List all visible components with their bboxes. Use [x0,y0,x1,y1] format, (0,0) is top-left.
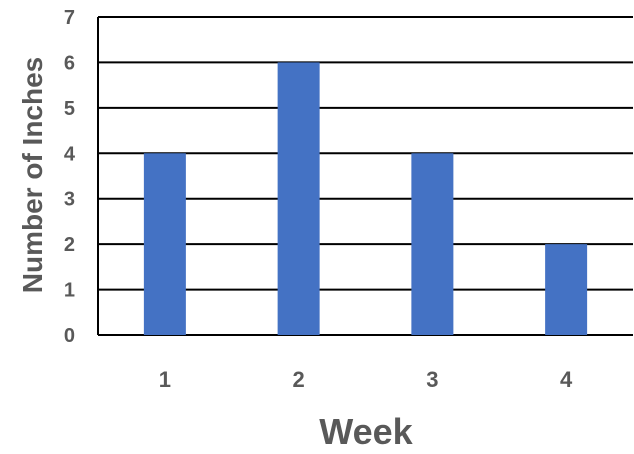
x-tick-label: 4 [560,367,573,392]
bar-week-1 [143,153,186,335]
gridlines [97,16,633,336]
y-tick-label: 7 [64,7,75,29]
y-tick-label: 0 [64,325,75,347]
x-tick-label: 2 [293,367,305,392]
y-tick-label: 3 [64,189,75,211]
bars [143,62,588,336]
y-tick-label: 4 [64,143,76,165]
x-tick-label: 1 [159,367,171,392]
x-tick-labels: 1 2 3 4 [159,367,573,392]
y-tick-label: 1 [64,280,75,302]
y-axis-title: Number of Inches [17,57,48,293]
y-tick-label: 6 [64,52,75,74]
x-axis-title: Week [319,411,413,452]
y-tick-label: 2 [64,234,75,256]
y-tick-labels: 0 1 2 3 4 5 6 7 [64,7,76,347]
y-tick-label: 5 [64,98,75,120]
bar-week-2 [277,62,320,336]
bar-week-3 [411,153,454,335]
bar-week-4 [545,244,588,335]
x-tick-label: 3 [426,367,438,392]
